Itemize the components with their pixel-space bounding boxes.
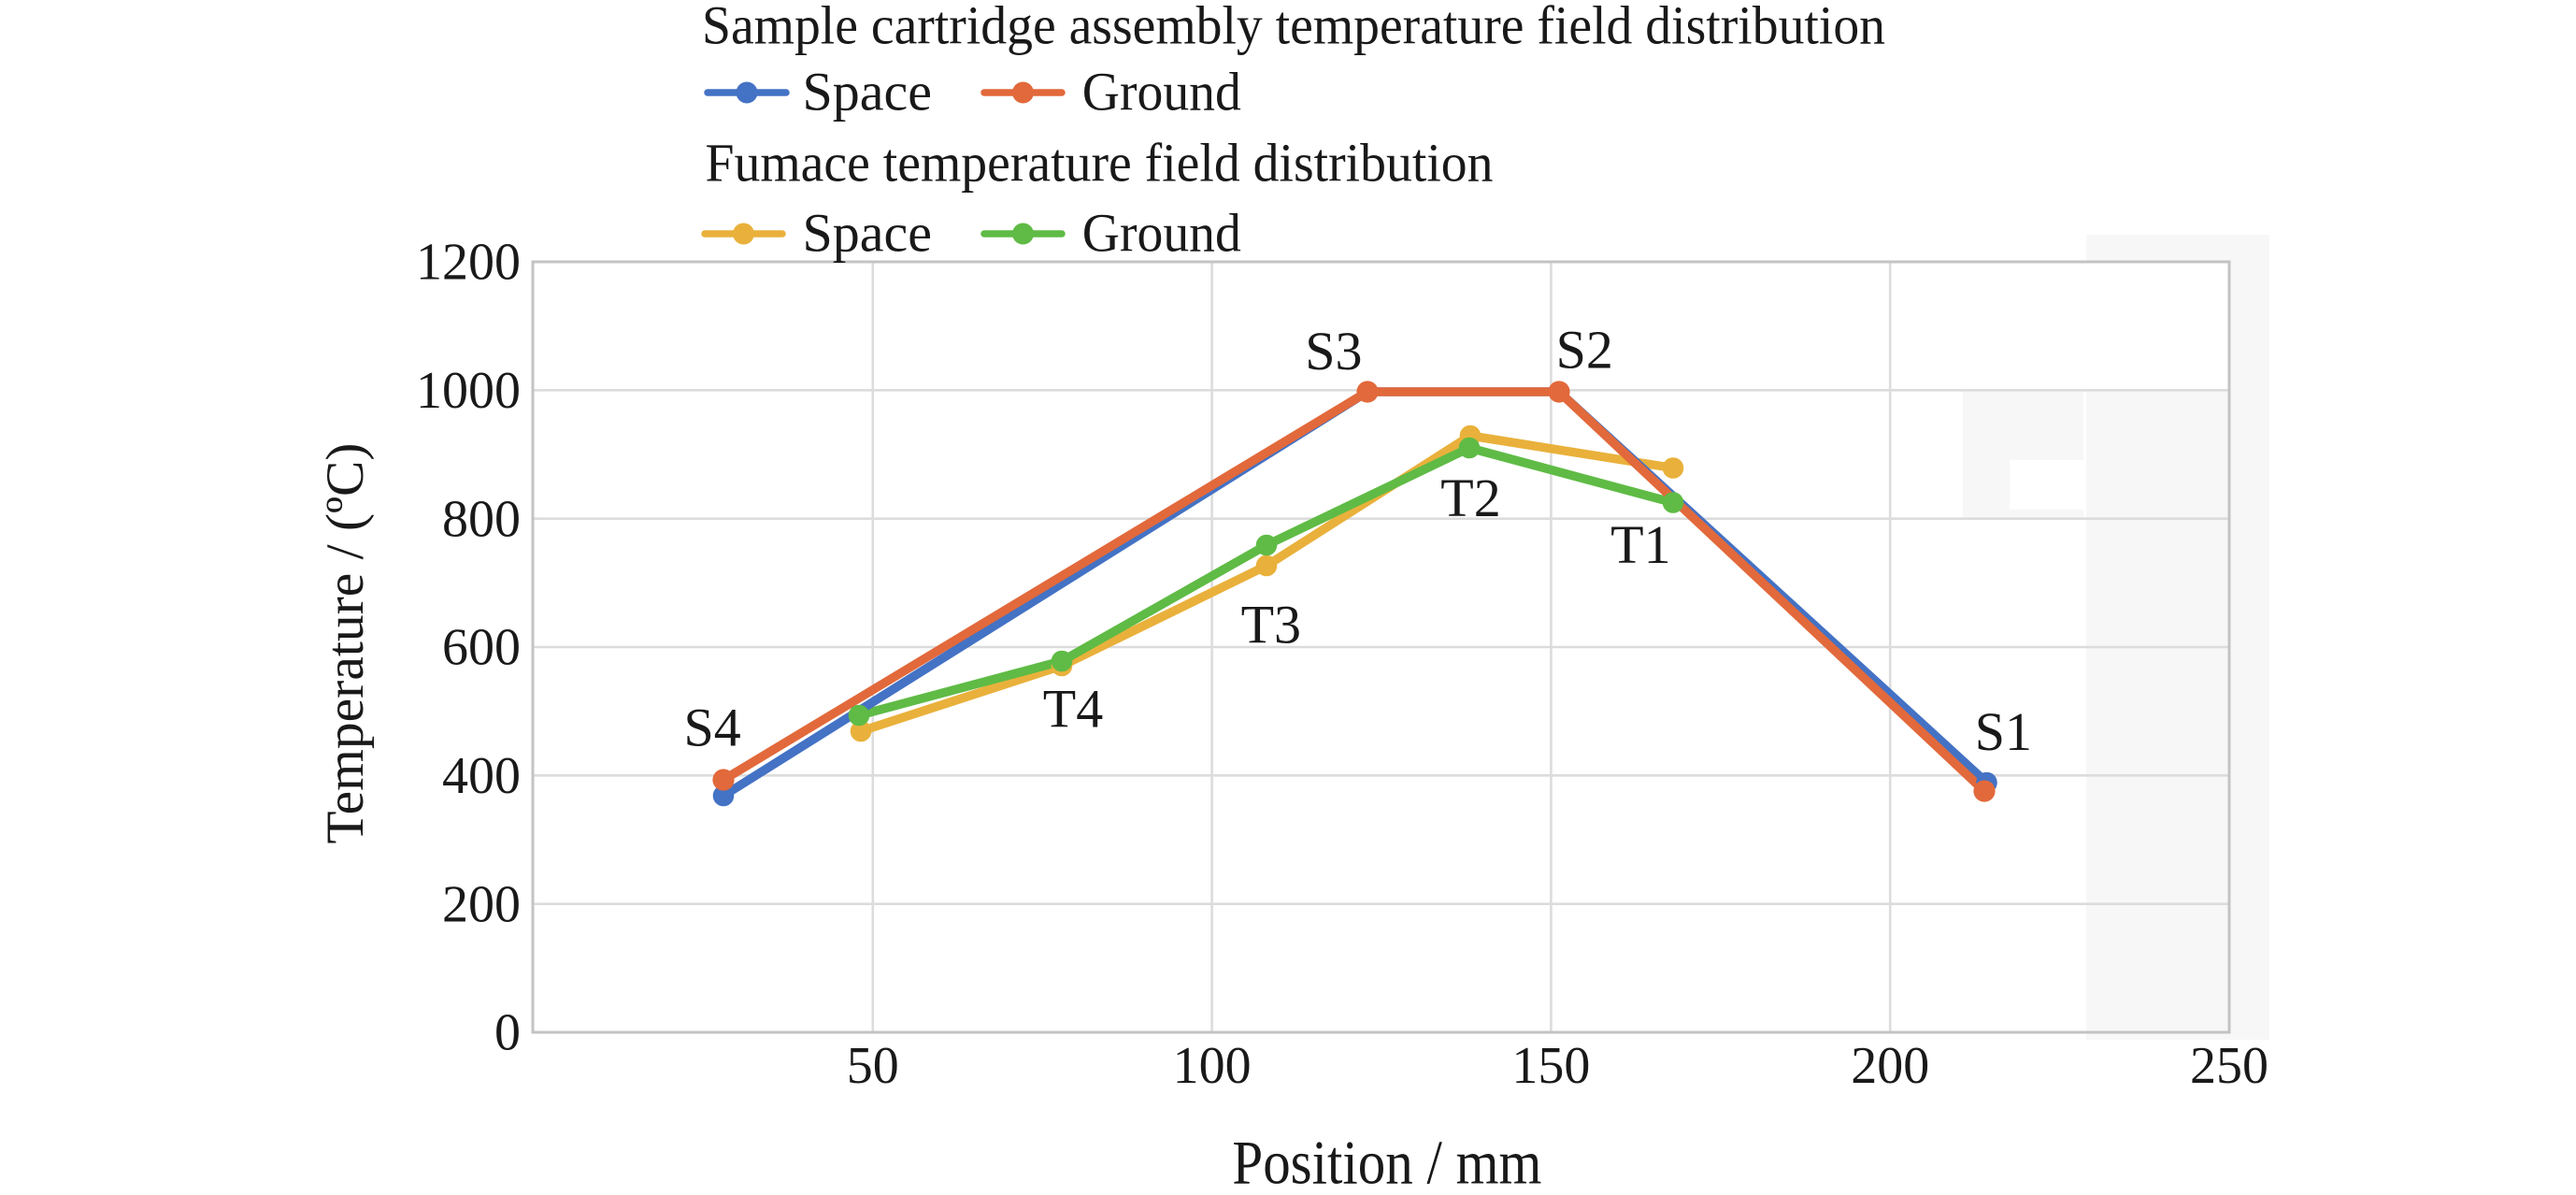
svg-text:150: 150	[1511, 1037, 1590, 1095]
svg-text:T1: T1	[1610, 514, 1670, 575]
svg-text:S4: S4	[683, 698, 740, 758]
svg-text:1200: 1200	[416, 234, 521, 292]
svg-text:200: 200	[442, 875, 521, 933]
svg-text:Temperature / (ºC): Temperature / (ºC)	[316, 443, 375, 844]
svg-text:0: 0	[494, 1004, 521, 1062]
svg-text:100: 100	[1173, 1037, 1252, 1095]
svg-text:Ground: Ground	[1082, 62, 1241, 122]
svg-text:Ground: Ground	[1082, 203, 1241, 264]
svg-text:800: 800	[442, 490, 521, 548]
svg-text:T3: T3	[1241, 595, 1301, 655]
svg-text:250: 250	[2190, 1037, 2268, 1095]
svg-text:Space: Space	[803, 62, 933, 122]
svg-text:Sample cartridge assembly temp: Sample cartridge assembly temperature fi…	[702, 0, 1885, 55]
svg-text:T2: T2	[1440, 468, 1500, 528]
svg-text:S1: S1	[1975, 701, 2032, 762]
svg-text:600: 600	[442, 619, 521, 677]
svg-text:Fumace temperature field distr: Fumace temperature field distribution	[706, 133, 1494, 194]
svg-text:Position / mm: Position / mm	[1232, 1129, 1541, 1195]
svg-text:50: 50	[847, 1037, 899, 1095]
svg-text:Space: Space	[803, 203, 933, 264]
svg-text:1000: 1000	[416, 362, 521, 420]
svg-text:200: 200	[1851, 1037, 1929, 1095]
svg-text:S3: S3	[1305, 321, 1362, 382]
svg-text:S2: S2	[1556, 319, 1613, 380]
svg-text:T4: T4	[1043, 679, 1103, 740]
svg-text:400: 400	[442, 747, 521, 805]
